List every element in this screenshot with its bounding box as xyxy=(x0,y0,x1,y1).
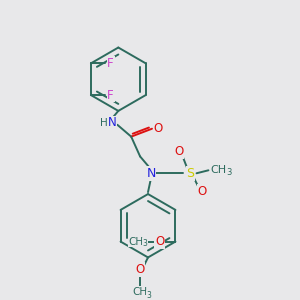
Text: S: S xyxy=(187,167,195,180)
Text: CH: CH xyxy=(128,237,143,247)
Text: F: F xyxy=(107,57,114,70)
Text: N: N xyxy=(108,116,117,129)
Text: 3: 3 xyxy=(142,239,147,248)
Text: O: O xyxy=(155,235,164,248)
Text: 3: 3 xyxy=(226,168,232,177)
Text: O: O xyxy=(153,122,163,135)
Text: O: O xyxy=(136,263,145,276)
Text: H: H xyxy=(100,118,107,128)
Text: N: N xyxy=(146,167,156,180)
Text: CH: CH xyxy=(133,287,148,297)
Text: O: O xyxy=(198,184,207,198)
Text: CH: CH xyxy=(210,165,226,175)
Text: O: O xyxy=(174,145,183,158)
Text: 3: 3 xyxy=(147,291,152,300)
Text: F: F xyxy=(107,88,114,102)
